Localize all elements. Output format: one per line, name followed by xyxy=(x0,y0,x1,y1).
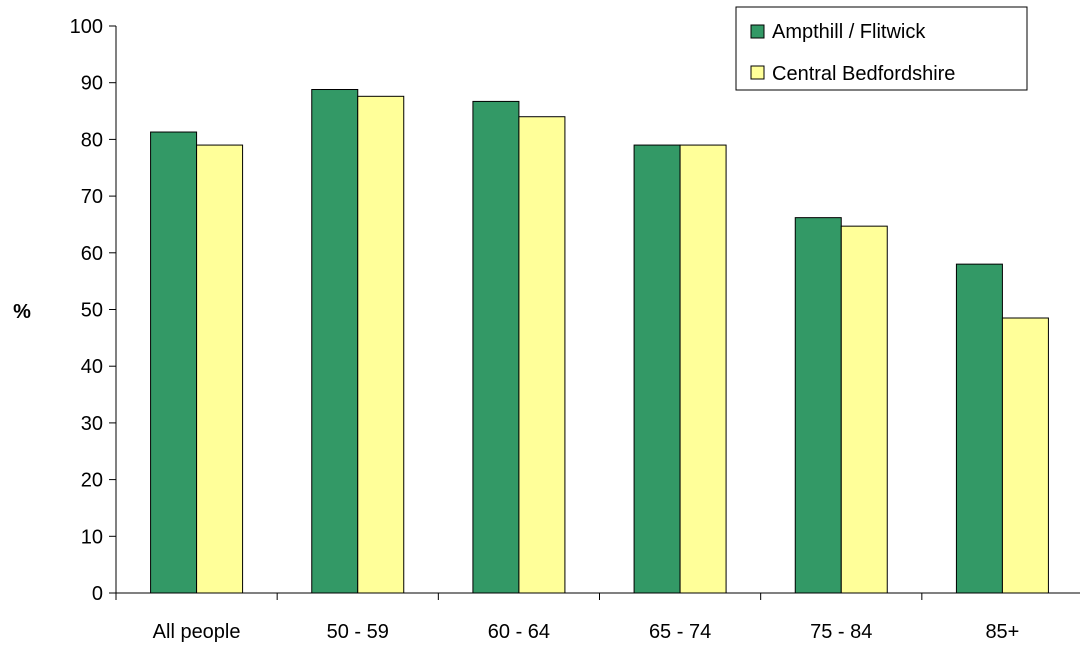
y-tick-label: 20 xyxy=(81,470,103,492)
x-tick-label: 85+ xyxy=(985,621,1019,643)
y-tick-label: 50 xyxy=(81,300,103,322)
x-tick-label: 50 - 59 xyxy=(327,621,389,643)
legend-swatch-central-bedfordshire xyxy=(750,65,765,80)
legend-label-central-bedfordshire: Central Bedfordshire xyxy=(772,63,955,85)
y-tick-label: 70 xyxy=(81,186,103,208)
y-tick-label: 100 xyxy=(70,16,103,38)
bar-ampthill-flitwick-65-74 xyxy=(633,144,681,594)
y-tick-label: 40 xyxy=(81,356,103,378)
bar-central-bedfordshire-60-64 xyxy=(518,116,566,594)
bar-ampthill-flitwick-85 xyxy=(955,263,1003,594)
y-axis-ticks: 0 10 20 30 40 50 60 70 80 90 100 xyxy=(70,16,116,605)
bar-ampthill-flitwick-75-84 xyxy=(794,217,842,594)
y-tick-label: 30 xyxy=(81,413,103,435)
y-tick-label: 10 xyxy=(81,526,103,548)
bar-ampthill-flitwick-all-people xyxy=(150,131,198,594)
legend-box xyxy=(735,6,1028,91)
y-tick-label: 0 xyxy=(92,583,103,605)
x-tick-label: All people xyxy=(153,621,241,643)
bar-central-bedfordshire-65-74 xyxy=(679,144,727,594)
y-tick-label: 60 xyxy=(81,243,103,265)
bar-central-bedfordshire-85 xyxy=(1001,317,1049,594)
y-axis-label: % xyxy=(13,301,31,323)
x-tick-label: 65 - 74 xyxy=(649,621,711,643)
x-axis-ticks: All people 50 - 59 60 - 64 65 - 74 75 - 84 85… xyxy=(115,593,1019,643)
bar-central-bedfordshire-75-84 xyxy=(840,225,888,594)
bar-marks xyxy=(150,89,1049,594)
x-tick-label: 60 - 64 xyxy=(488,621,550,643)
bar-central-bedfordshire-50-59 xyxy=(357,95,405,594)
bar-central-bedfordshire-all-people xyxy=(196,144,244,594)
bar-ampthill-flitwick-50-59 xyxy=(311,89,359,594)
y-tick-label: 90 xyxy=(81,73,103,95)
legend-swatch-ampthill-flitwick xyxy=(750,24,765,39)
x-tick-label: 75 - 84 xyxy=(810,621,872,643)
bar-ampthill-flitwick-60-64 xyxy=(472,100,520,594)
legend: Ampthill / Flitwick Central Bedfordshire xyxy=(735,6,1028,91)
y-tick-label: 80 xyxy=(81,129,103,151)
legend-label-ampthill-flitwick: Ampthill / Flitwick xyxy=(772,21,926,43)
